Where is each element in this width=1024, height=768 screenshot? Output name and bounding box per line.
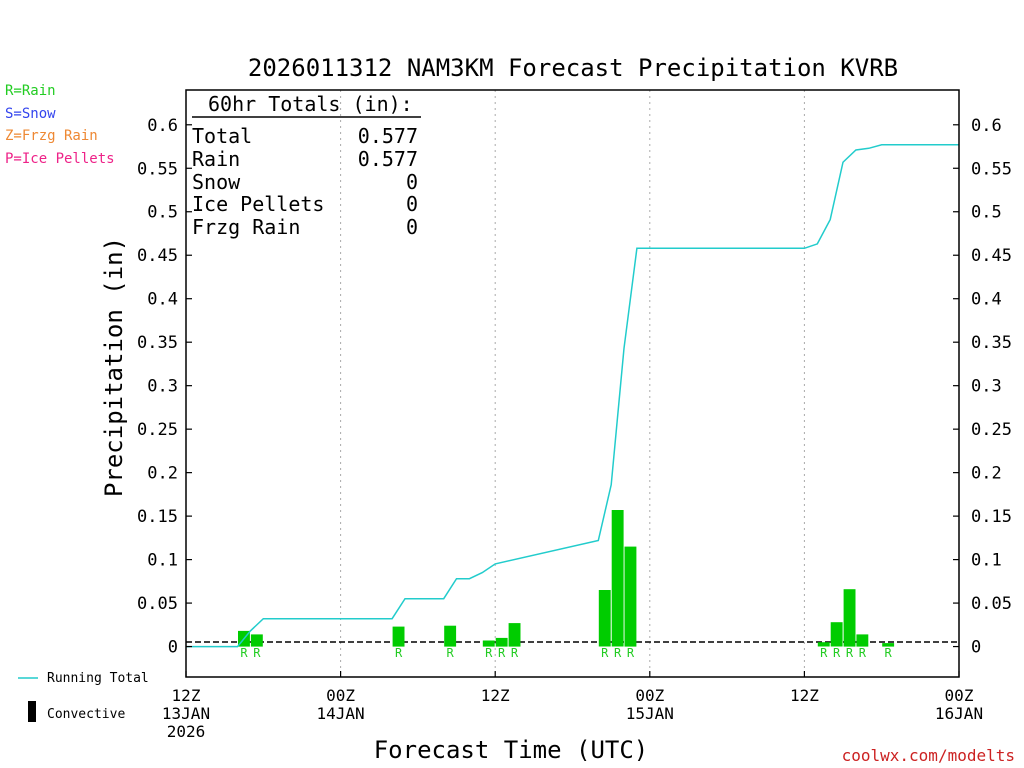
precip-bar [882, 643, 895, 647]
totals-header: 60hr Totals (in): [208, 92, 413, 116]
totals-value-ice-pellets: 0 [406, 192, 418, 216]
precip-bar [250, 634, 263, 647]
y-tick-label-right: 0.45 [971, 246, 1012, 266]
running-total-legend-label: Running Total [47, 671, 149, 686]
totals-box: 60hr Totals (in): Total 0.577 Rain 0.577… [192, 92, 421, 239]
y-tick-label-right: 0.3 [971, 377, 1002, 397]
chart-title: 2026011312 NAM3KM Forecast Precipitation… [248, 54, 898, 82]
legend-rain: R=Rain [5, 83, 56, 99]
y-tick-label-left: 0.15 [137, 507, 178, 527]
precip-bar [495, 637, 508, 647]
precip-bar [444, 625, 457, 647]
totals-value-frzg-rain: 0 [406, 215, 418, 239]
gridlines [340, 90, 805, 677]
x-tick-label: 00Z [635, 686, 664, 705]
x-tick-label: 12Z [790, 686, 819, 705]
y-tick-label-right: 0.35 [971, 333, 1012, 353]
y-tick-label-right: 0.05 [971, 594, 1012, 614]
totals-value-total: 0.577 [358, 124, 418, 148]
bar-ptype-label: R [859, 646, 867, 660]
y-axis-ticks: 0 00.05 0.050.1 0.10.15 0.150.2 0.20.25 0.250.… [137, 116, 1012, 658]
precip-bar [611, 510, 624, 647]
convective-legend-label: Convective [47, 707, 125, 722]
bar-ptype-label: R [498, 646, 506, 660]
bar-ptype-label: R [627, 646, 635, 660]
x-tick-label: 2026 [167, 722, 206, 741]
y-tick-label-right: 0 [971, 638, 981, 658]
precip-bar [856, 634, 869, 647]
y-tick-label-left: 0.25 [137, 420, 178, 440]
precip-bar [830, 622, 843, 647]
bar-ptype-label: R [253, 646, 261, 660]
ptype-legend: R=Rain S=Snow Z=Frzg Rain P=Ice Pellets [5, 83, 115, 167]
x-tick-label: 12Z [481, 686, 510, 705]
precip-bar [508, 623, 521, 647]
y-tick-label-right: 0.2 [971, 464, 1002, 484]
series-legend: Running Total Convective [18, 671, 149, 722]
totals-value-snow: 0 [406, 170, 418, 194]
bar-ptype-label: R [395, 646, 403, 660]
legend-snow: S=Snow [5, 106, 56, 122]
x-tick-label: 12Z [172, 686, 201, 705]
y-tick-label-right: 0.55 [971, 159, 1012, 179]
totals-label-frzg-rain: Frzg Rain [192, 215, 300, 239]
y-tick-label-right: 0.4 [971, 290, 1002, 310]
totals-label-total: Total [192, 124, 252, 148]
totals-value-rain: 0.577 [358, 147, 418, 171]
y-tick-label-right: 0.5 [971, 203, 1002, 223]
precip-bar [843, 589, 856, 647]
y-tick-label-left: 0.05 [137, 594, 178, 614]
running-total-line [186, 144, 959, 648]
plot-frame [185, 89, 960, 678]
bar-ptype-label: R [833, 646, 841, 660]
totals-label-rain: Rain [192, 147, 240, 171]
y-tick-label-left: 0.35 [137, 333, 178, 353]
y-tick-label-right: 0.1 [971, 551, 1002, 571]
totals-label-snow: Snow [192, 170, 241, 194]
bar-ptype-label: R [485, 646, 493, 660]
x-axis-label: Forecast Time (UTC) [374, 736, 649, 764]
y-tick-label-right: 0.25 [971, 420, 1012, 440]
x-tick-label: 15JAN [626, 704, 674, 723]
totals-label-ice-pellets: Ice Pellets [192, 192, 324, 216]
y-tick-label-left: 0.1 [147, 551, 178, 571]
y-tick-label-left: 0.5 [147, 203, 178, 223]
x-tick-label: 14JAN [317, 704, 365, 723]
x-tick-label: 00Z [945, 686, 974, 705]
precip-bar [624, 546, 637, 647]
bar-ptype-label: R [884, 646, 892, 660]
y-tick-label-left: 0.3 [147, 377, 178, 397]
convective-swatch [28, 701, 36, 722]
y-tick-label-left: 0.55 [137, 159, 178, 179]
legend-frzg-rain: Z=Frzg Rain [5, 128, 98, 144]
x-tick-label: 13JAN [162, 704, 210, 723]
bar-ptype-label: R [601, 646, 609, 660]
precip-bar [392, 626, 405, 647]
bar-ptype-label: R [511, 646, 519, 660]
legend-ice-pellets: P=Ice Pellets [5, 151, 115, 167]
bar-ptype-label: R [614, 646, 622, 660]
bar-ptype-label: R [240, 646, 248, 660]
y-tick-label-right: 0.15 [971, 507, 1012, 527]
y-axis-label: Precipitation (in) [100, 237, 128, 497]
credit-text: coolwx.com/modelts [842, 746, 1015, 765]
y-tick-label-left: 0.45 [137, 246, 178, 266]
precip-bar [482, 640, 495, 647]
y-tick-label-right: 0.6 [971, 116, 1002, 136]
x-tick-label: 00Z [326, 686, 355, 705]
precip-bars [238, 510, 895, 647]
precip-bar [817, 642, 830, 647]
bar-ptype-label: R [820, 646, 828, 660]
y-tick-label-left: 0.4 [147, 290, 178, 310]
y-tick-label-left: 0 [168, 638, 178, 658]
bar-ptype-label: R [846, 646, 854, 660]
y-tick-label-left: 0.2 [147, 464, 178, 484]
y-tick-label-left: 0.6 [147, 116, 178, 136]
x-tick-label: 16JAN [935, 704, 983, 723]
precip-bar [598, 590, 611, 647]
bar-ptype-label: R [446, 646, 454, 660]
